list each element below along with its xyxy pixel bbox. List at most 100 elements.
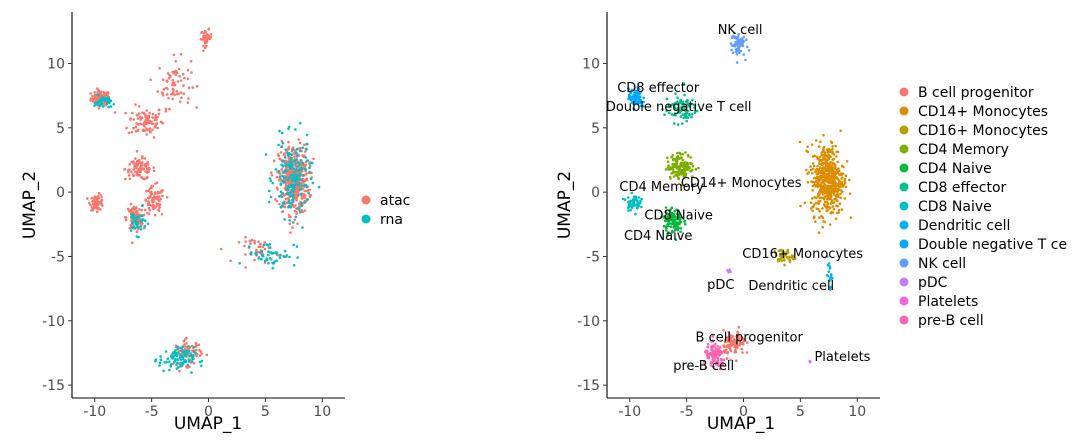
- data-point: [128, 163, 131, 166]
- cluster-label: Platelets: [814, 350, 870, 365]
- data-point: [670, 167, 673, 170]
- data-point: [716, 359, 720, 363]
- data-point: [674, 112, 677, 116]
- data-point: [204, 35, 208, 39]
- data-point: [621, 197, 625, 201]
- data-point: [149, 191, 152, 195]
- data-point: [248, 239, 252, 243]
- data-point: [131, 208, 134, 211]
- data-point: [93, 195, 97, 198]
- data-point: [828, 187, 831, 191]
- data-point: [289, 194, 293, 197]
- y-tick-label: -10: [42, 314, 65, 330]
- data-point: [810, 143, 814, 146]
- data-point: [182, 357, 185, 361]
- data-point: [209, 35, 212, 39]
- legend-label: CD14+ Monocytes: [918, 104, 1048, 120]
- points-layer: [86, 27, 321, 374]
- data-point: [205, 353, 209, 357]
- data-point: [176, 358, 179, 362]
- data-point: [727, 331, 731, 334]
- legend-key: [899, 87, 909, 97]
- x-tick-label: 10: [313, 404, 331, 420]
- data-point: [811, 189, 814, 192]
- data-point: [289, 169, 293, 173]
- data-point: [186, 101, 190, 104]
- data-point: [141, 167, 144, 170]
- data-point: [161, 194, 164, 198]
- data-point: [667, 168, 670, 171]
- y-tick-label: 10: [47, 56, 65, 72]
- data-point: [134, 103, 137, 106]
- data-point: [134, 157, 137, 160]
- data-point: [145, 176, 149, 180]
- data-point: [825, 204, 828, 207]
- data-point: [290, 157, 293, 160]
- data-point: [826, 194, 829, 197]
- data-point: [167, 77, 171, 80]
- data-point: [189, 352, 193, 355]
- data-point: [293, 155, 296, 158]
- data-point: [271, 181, 275, 185]
- data-point: [820, 153, 823, 157]
- data-point: [720, 352, 723, 355]
- data-point: [173, 93, 176, 96]
- data-point: [132, 160, 135, 163]
- data-point: [157, 108, 161, 112]
- umap-panel-1: -10 -5 0 5 10 -15 -10 -5 0 5 10 UMAP_1 UMAP_2 atac rna: [20, 12, 410, 434]
- data-point: [93, 200, 96, 204]
- data-point: [828, 267, 832, 270]
- data-point: [680, 102, 683, 105]
- data-point: [205, 33, 209, 36]
- data-point: [714, 342, 717, 346]
- data-point: [666, 160, 670, 163]
- data-point: [131, 111, 134, 115]
- data-point: [672, 157, 675, 161]
- data-point: [152, 199, 155, 202]
- data-point: [671, 218, 674, 221]
- data-point: [736, 344, 739, 348]
- data-point: [702, 361, 706, 364]
- data-point: [843, 181, 847, 185]
- data-point: [290, 183, 293, 187]
- data-point: [175, 351, 179, 355]
- data-point: [827, 150, 830, 154]
- data-point: [191, 86, 195, 89]
- data-point: [172, 88, 175, 92]
- data-point: [745, 351, 749, 354]
- data-point: [277, 179, 281, 182]
- data-point: [680, 156, 683, 159]
- data-point: [723, 340, 727, 344]
- data-point: [306, 159, 309, 162]
- data-point: [740, 347, 744, 351]
- legend-label: CD8 effector: [918, 180, 1007, 196]
- data-point: [845, 160, 849, 163]
- data-point: [818, 162, 821, 165]
- data-point: [294, 168, 298, 171]
- data-point: [146, 160, 149, 164]
- data-point: [642, 96, 645, 100]
- series-b-cell-progenitor: [717, 325, 749, 363]
- y-tick-label: -10: [577, 314, 600, 330]
- data-point: [292, 178, 296, 182]
- data-point: [739, 38, 743, 41]
- data-point: [155, 195, 159, 198]
- data-point: [95, 101, 98, 104]
- data-point: [671, 215, 675, 218]
- data-point: [282, 180, 286, 183]
- data-point: [677, 176, 680, 179]
- data-point: [814, 139, 818, 142]
- data-point: [143, 226, 146, 230]
- data-point: [693, 103, 697, 107]
- data-point: [271, 266, 275, 270]
- data-point: [838, 180, 841, 184]
- legend-key: [899, 201, 909, 211]
- data-point: [298, 168, 301, 171]
- data-point: [828, 163, 831, 167]
- y-tick-label: 0: [56, 185, 65, 201]
- data-point: [821, 207, 824, 210]
- data-point: [130, 221, 134, 224]
- data-point: [129, 202, 133, 206]
- data-point: [834, 184, 837, 187]
- data-point: [289, 161, 293, 164]
